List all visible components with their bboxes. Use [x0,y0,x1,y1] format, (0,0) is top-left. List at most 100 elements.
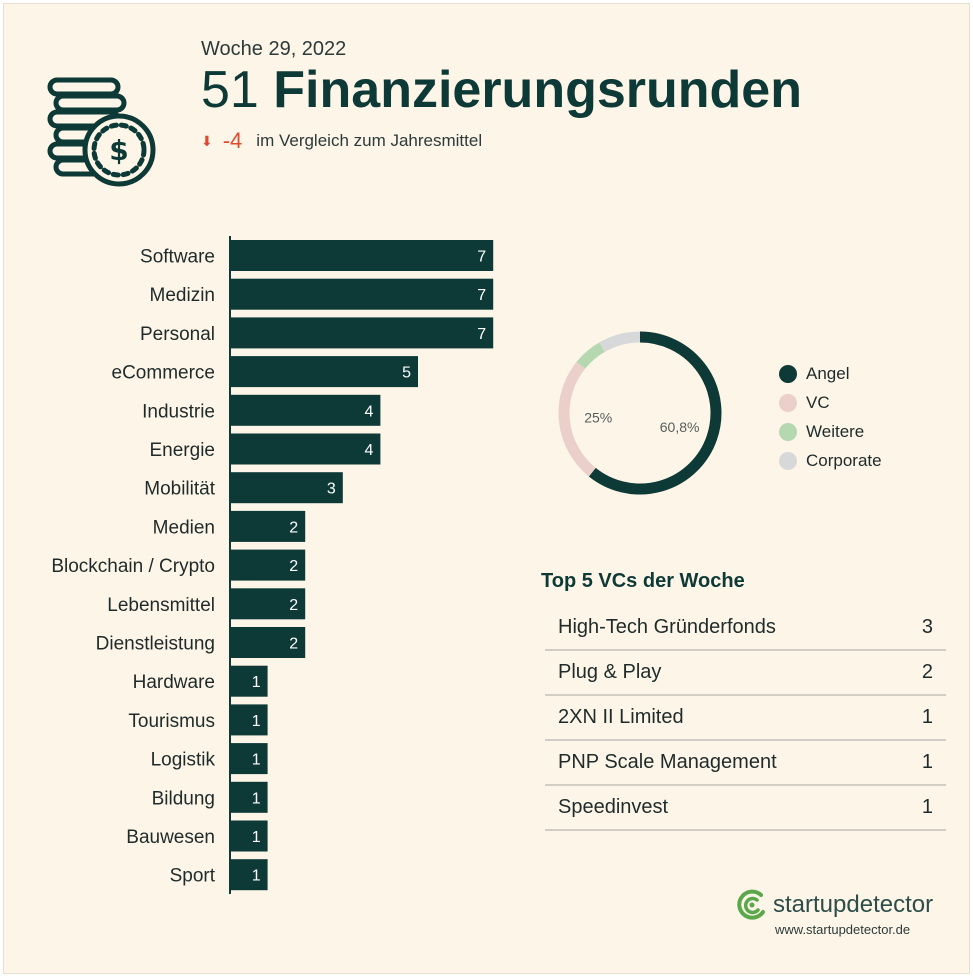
vc-name: Speedinvest [558,796,669,818]
bar-category-label: Lebensmittel [107,595,215,616]
round-count: 51 [201,61,259,119]
down-arrow-icon: ⬇ [201,132,213,149]
bar-category-label: Energie [150,440,216,461]
bar-value-label: 2 [289,636,298,653]
bar-category-label: Sport [170,866,216,887]
page-title: 51 Finanzierungsrunden [201,60,802,120]
vc-count: 1 [921,706,933,728]
bar-lebensmittel [230,588,306,620]
table-row: High-Tech Gründerfonds 3 [545,606,946,651]
table-row: Plug & Play 2 [545,651,946,696]
bar-dienstleistung [230,627,306,658]
bar-category-label: Personal [140,324,215,345]
bar-value-label: 1 [252,713,261,730]
week-label: Woche 29, 2022 [201,38,347,60]
bar-tourismus [230,704,268,736]
legend-item-corporate: Corporate [779,446,882,475]
bar-industrie [230,394,381,426]
vc-name: High-Tech Gründerfonds [558,616,776,638]
bar-mobilit-t [230,472,343,504]
bar-value-label: 2 [289,597,298,614]
bar-value-label: 2 [289,519,298,536]
table-row: Speedinvest 1 [545,786,946,831]
bar-category-label: Bildung [152,788,215,809]
top-vcs-table: High-Tech Gründerfonds 3 Plug & Play 2 2XN I… [545,606,946,831]
bar-category-label: Hardware [133,672,215,693]
bar-value-label: 5 [402,365,411,382]
legend-label: Weitere [806,421,865,441]
vc-name: 2XN II Limited [558,706,684,728]
donut-slice-vc [558,361,596,477]
bar-value-label: 7 [477,249,486,266]
bar-value-label: 1 [252,790,261,807]
legend-swatch [779,451,797,470]
svg-text:$: $ [109,134,128,167]
legend-swatch [779,422,797,441]
bar-energie [230,433,381,465]
legend-label: Corporate [806,450,882,470]
bar-value-label: 3 [327,481,336,498]
bar-category-label: Dienstleistung [96,634,215,655]
brand-url: www.startupdetector.de [775,922,911,937]
startupdetector-logo-icon [737,889,765,920]
delta-text: im Vergleich zum Jahresmittel [256,131,483,150]
legend-item-vc: VC [779,388,882,417]
donut-slice-weitere [576,342,606,369]
title-text: Finanzierungsrunden [273,61,802,119]
delta-value: -4 [222,128,243,153]
bar-category-label: Industrie [142,401,215,422]
bar-category-label: Medizin [150,285,215,306]
bar-category-label: Medien [153,517,215,538]
bar-hardware [230,665,268,697]
bar-blockchain-crypto [230,549,306,581]
bar-medien [230,510,306,542]
brand-logo: startupdetector [737,888,933,922]
bar-value-label: 7 [477,287,486,304]
bar-category-label: Bauwesen [126,827,215,848]
table-row: 2XN II Limited 1 [545,696,946,741]
bar-category-label: Mobilität [144,479,215,500]
bar-ecommerce [230,356,418,388]
bar-value-label: 1 [252,674,261,691]
legend-item-angel: Angel [779,359,882,388]
bar-medizin [230,278,494,310]
donut-slice-label: 60,8% [660,419,700,435]
bar-value-label: 1 [252,868,261,885]
bar-value-label: 4 [364,403,373,420]
bar-bauwesen [230,820,268,852]
vc-name: PNP Scale Management [558,751,777,773]
bar-sport [230,859,268,891]
legend-label: VC [806,392,830,412]
vc-count: 1 [921,796,933,818]
bar-value-label: 7 [477,326,486,343]
coin-stack-dollar-icon: $ [47,77,156,187]
vc-count: 3 [921,616,933,638]
bar-category-label: Blockchain / Crypto [51,556,215,577]
bar-value-label: 1 [252,829,261,846]
legend-item-weitere: Weitere [779,417,882,446]
bar-value-label: 1 [252,752,261,769]
table-row: PNP Scale Management 1 [545,741,946,786]
legend-label: Angel [806,363,850,383]
bar-category-label: eCommerce [112,363,215,384]
infographic-card: $ Woche 29, 2022 51 Finanzierungsrunden … [3,3,970,974]
legend-swatch [779,393,797,412]
bar-value-label: 2 [289,558,298,575]
donut-slice-label: 25% [584,409,612,425]
donut-slice-angel [588,331,722,495]
vc-count: 2 [921,661,933,683]
delta-row: ⬇ -4 im Vergleich zum Jahresmittel [201,128,482,154]
bar-category-label: Tourismus [128,711,215,732]
bar-personal [230,317,494,349]
vc-name: Plug & Play [558,661,662,683]
bar-category-label: Logistik [151,750,216,771]
donut-slice-corporate [599,331,641,352]
legend-swatch [779,364,797,383]
investor-donut-chart: 60,8% 25% [558,331,722,495]
top-vcs-title: Top 5 VCs der Woche [541,570,745,592]
bar-category-label: Software [140,247,215,268]
brand-name: startupdetector [773,891,934,918]
vc-count: 1 [921,751,933,773]
bar-value-label: 4 [364,442,373,459]
